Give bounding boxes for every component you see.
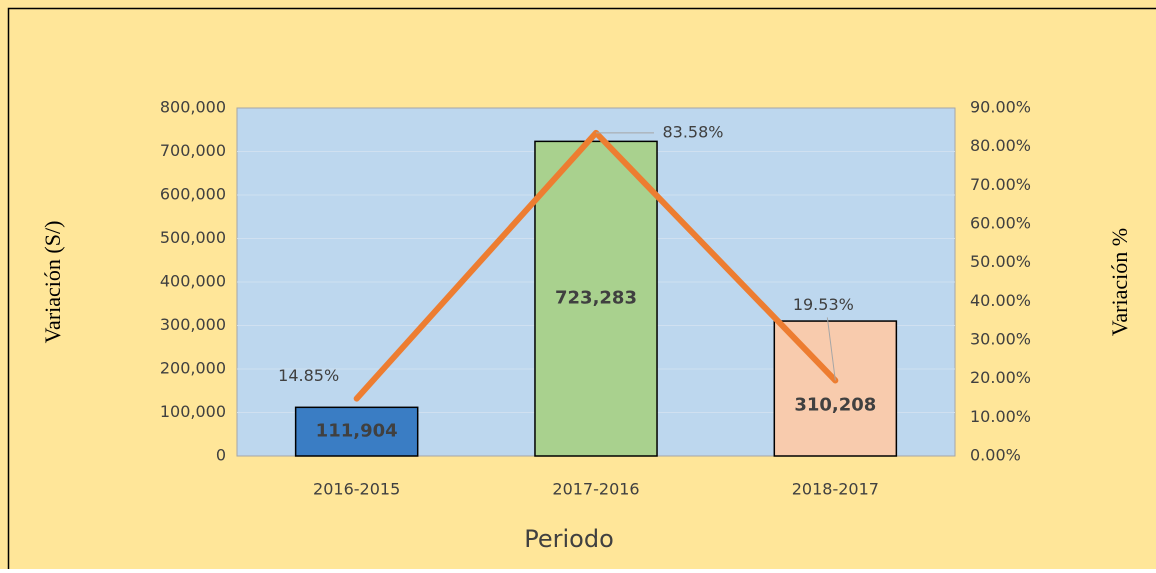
- data-label: 111,904: [316, 421, 398, 442]
- data-label: 723,283: [555, 288, 637, 309]
- line-label: 14.85%: [278, 366, 339, 385]
- y-tick-label: 700,000: [160, 141, 226, 160]
- y-tick-label: 200,000: [160, 359, 226, 378]
- y2-axis-title: Variación %: [1107, 228, 1132, 336]
- line-label: 19.53%: [793, 295, 854, 314]
- y2-tick-label: 20.00%: [970, 368, 1031, 387]
- y2-tick-label: 90.00%: [970, 98, 1031, 117]
- y2-tick-label: 70.00%: [970, 175, 1031, 194]
- line-label: 83.58%: [662, 122, 723, 141]
- y-tick-label: 300,000: [160, 315, 226, 334]
- y-tick-label: 0: [216, 446, 226, 465]
- y2-tick-label: 60.00%: [970, 214, 1031, 233]
- x-tick-label: 2018-2017: [792, 480, 879, 499]
- x-tick-label: 2017-2016: [552, 480, 639, 499]
- data-label: 310,208: [794, 395, 876, 416]
- y2-tick-label: 80.00%: [970, 136, 1031, 155]
- y2-tick-label: 40.00%: [970, 291, 1031, 310]
- y-axis-title: Variación (S/): [40, 221, 65, 344]
- y-tick-label: 800,000: [160, 98, 226, 117]
- bar: [774, 321, 896, 456]
- y2-tick-label: 30.00%: [970, 330, 1031, 349]
- y2-tick-label: 0.00%: [970, 446, 1021, 465]
- y-tick-label: 600,000: [160, 185, 226, 204]
- y2-tick-label: 50.00%: [970, 252, 1031, 271]
- y-tick-label: 500,000: [160, 228, 226, 247]
- y-tick-label: 400,000: [160, 272, 226, 291]
- x-tick-label: 2016-2015: [313, 480, 400, 499]
- y-tick-label: 100,000: [160, 402, 226, 421]
- x-axis-title: Periodo: [524, 525, 614, 553]
- y2-tick-label: 10.00%: [970, 407, 1031, 426]
